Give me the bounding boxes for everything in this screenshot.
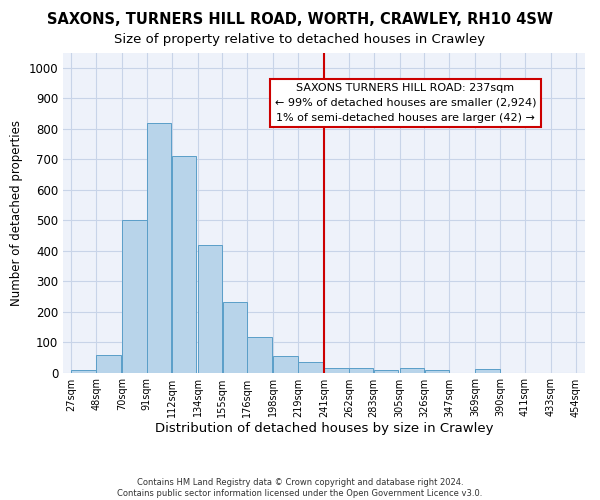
Bar <box>324 368 349 372</box>
X-axis label: Distribution of detached houses by size in Crawley: Distribution of detached houses by size … <box>155 422 493 436</box>
Y-axis label: Number of detached properties: Number of detached properties <box>10 120 23 306</box>
Bar <box>400 368 424 372</box>
Bar <box>349 368 373 372</box>
Text: SAXONS TURNERS HILL ROAD: 237sqm
← 99% of detached houses are smaller (2,924)
1%: SAXONS TURNERS HILL ROAD: 237sqm ← 99% o… <box>275 83 536 122</box>
Bar <box>198 244 222 372</box>
Bar <box>71 370 96 372</box>
Bar <box>247 338 272 372</box>
Bar <box>298 362 323 372</box>
Bar <box>374 370 398 372</box>
Bar <box>475 370 500 372</box>
Bar <box>96 355 121 372</box>
Text: SAXONS, TURNERS HILL ROAD, WORTH, CRAWLEY, RH10 4SW: SAXONS, TURNERS HILL ROAD, WORTH, CRAWLE… <box>47 12 553 28</box>
Text: Contains HM Land Registry data © Crown copyright and database right 2024.
Contai: Contains HM Land Registry data © Crown c… <box>118 478 482 498</box>
Bar <box>223 302 247 372</box>
Bar <box>274 356 298 372</box>
Bar <box>172 156 196 372</box>
Bar <box>147 122 172 372</box>
Bar <box>425 370 449 372</box>
Bar <box>122 220 146 372</box>
Text: Size of property relative to detached houses in Crawley: Size of property relative to detached ho… <box>115 32 485 46</box>
